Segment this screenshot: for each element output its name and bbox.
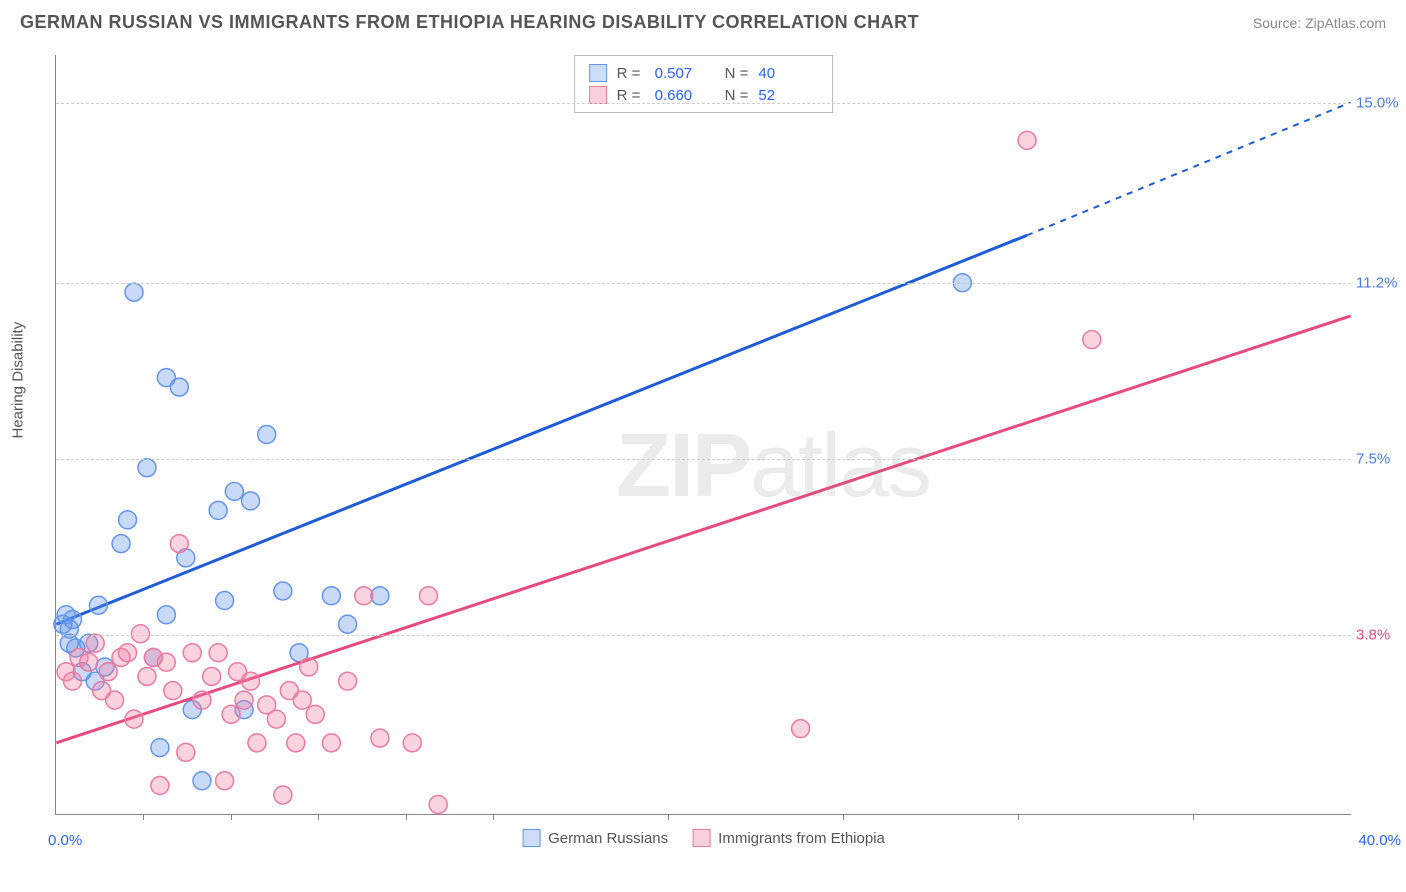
chart-svg [56, 55, 1351, 814]
r-label: R = [617, 65, 645, 82]
legend-swatch [522, 829, 540, 847]
x-max-label: 40.0% [1358, 832, 1401, 849]
x-tick [668, 814, 669, 820]
y-tick-label: 3.8% [1356, 626, 1390, 643]
x-tick [143, 814, 144, 820]
bottom-legend-item: Immigrants from Ethiopia [692, 829, 885, 847]
legend-swatch [589, 86, 607, 104]
gridline-h [56, 459, 1351, 460]
n-value: 52 [758, 87, 818, 104]
legend-label: German Russians [548, 830, 668, 847]
chart-header: GERMAN RUSSIAN VS IMMIGRANTS FROM ETHIOP… [0, 0, 1406, 41]
x-tick [318, 814, 319, 820]
x-tick [406, 814, 407, 820]
legend-swatch [589, 64, 607, 82]
gridline-h [56, 103, 1351, 104]
chart-source: Source: ZipAtlas.com [1253, 15, 1386, 31]
n-label: N = [725, 87, 749, 104]
bottom-legend-item: German Russians [522, 829, 668, 847]
bottom-legend: German Russians Immigrants from Ethiopia [522, 829, 885, 847]
stats-legend-row: R = 0.507 N = 40 [589, 62, 819, 84]
n-value: 40 [758, 65, 818, 82]
y-axis-label: Hearing Disability [10, 322, 27, 439]
r-value: 0.507 [655, 65, 715, 82]
chart-plot-area: ZIPatlas R =0.507N =40R =0.660N =52 Germ… [55, 55, 1351, 815]
x-tick [231, 814, 232, 820]
r-label: R = [617, 87, 645, 104]
n-label: N = [725, 65, 749, 82]
y-tick-label: 7.5% [1356, 450, 1390, 467]
legend-swatch [692, 829, 710, 847]
y-tick-label: 15.0% [1356, 94, 1399, 111]
x-tick [493, 814, 494, 820]
gridline-h [56, 283, 1351, 284]
x-origin-label: 0.0% [48, 832, 82, 849]
legend-label: Immigrants from Ethiopia [718, 830, 885, 847]
chart-title: GERMAN RUSSIAN VS IMMIGRANTS FROM ETHIOP… [20, 12, 919, 33]
x-tick [1193, 814, 1194, 820]
gridline-h [56, 635, 1351, 636]
y-tick-label: 11.2% [1356, 275, 1397, 292]
stats-legend: R = 0.507 N = 40 R = 0.660 N = 52 [574, 55, 834, 113]
r-value: 0.660 [655, 87, 715, 104]
x-tick [843, 814, 844, 820]
x-tick [1018, 814, 1019, 820]
